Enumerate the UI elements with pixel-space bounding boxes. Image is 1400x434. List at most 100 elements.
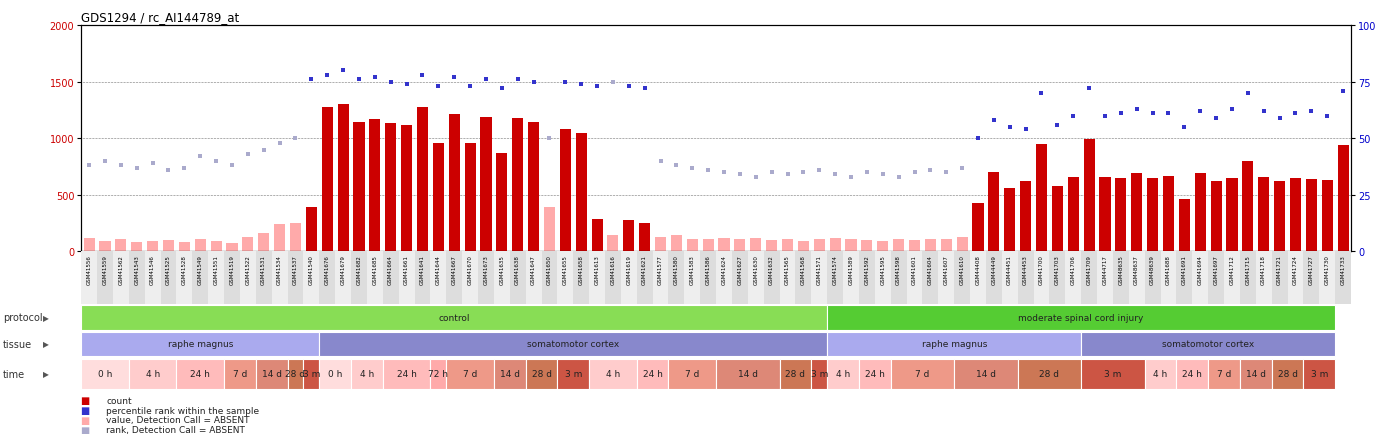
Bar [351, 358, 382, 389]
Text: GSM48635: GSM48635 [1119, 254, 1123, 284]
Text: GSM41697: GSM41697 [1214, 254, 1218, 284]
Text: value, Detection Call = ABSENT: value, Detection Call = ABSENT [106, 415, 249, 424]
Text: 14 d: 14 d [738, 369, 757, 378]
Text: GSM41551: GSM41551 [214, 254, 218, 284]
Bar [494, 252, 510, 304]
Bar [1303, 252, 1319, 304]
Text: 14 d: 14 d [262, 369, 281, 378]
Bar [477, 252, 494, 304]
Bar [542, 252, 557, 304]
Bar [560, 130, 571, 252]
Text: GSM41700: GSM41700 [1039, 254, 1044, 284]
Bar [1081, 358, 1145, 389]
Bar [925, 240, 937, 252]
Bar [370, 120, 381, 252]
Text: 7 d: 7 d [1217, 369, 1231, 378]
Bar [860, 252, 875, 304]
Bar [907, 252, 923, 304]
Bar [543, 208, 554, 252]
Bar [256, 358, 287, 389]
Text: 14 d: 14 d [1246, 369, 1266, 378]
Bar [652, 252, 668, 304]
Bar [496, 154, 507, 252]
Bar [812, 252, 827, 304]
Text: GSM41607: GSM41607 [944, 254, 949, 284]
Text: 4 h: 4 h [146, 369, 160, 378]
Bar [1147, 178, 1158, 252]
Text: GSM41685: GSM41685 [372, 254, 378, 284]
Bar [462, 252, 477, 304]
Text: GSM41676: GSM41676 [325, 254, 330, 284]
Text: 28 d: 28 d [1039, 369, 1060, 378]
Bar [557, 252, 573, 304]
Text: GSM41627: GSM41627 [738, 254, 742, 284]
Text: GSM41616: GSM41616 [610, 254, 616, 284]
Bar [1145, 358, 1176, 389]
Bar [287, 252, 304, 304]
Bar [671, 236, 682, 252]
Text: GSM41721: GSM41721 [1277, 254, 1282, 284]
Bar [637, 358, 668, 389]
Bar [718, 239, 729, 252]
Bar [687, 239, 697, 252]
Bar [97, 252, 113, 304]
Bar [1242, 161, 1253, 252]
Text: GSM41632: GSM41632 [769, 254, 774, 284]
Text: GSM41610: GSM41610 [959, 254, 965, 284]
Text: GSM41630: GSM41630 [753, 254, 759, 284]
Bar [132, 243, 143, 252]
Text: GSM41559: GSM41559 [102, 254, 108, 284]
Bar [414, 252, 430, 304]
Bar [195, 239, 206, 252]
Bar [510, 252, 525, 304]
Bar [1271, 358, 1303, 389]
Bar [290, 224, 301, 252]
Text: somatomotor cortex: somatomotor cortex [528, 340, 619, 349]
Text: ▶: ▶ [43, 340, 49, 349]
Bar [605, 252, 620, 304]
Bar [986, 252, 1002, 304]
Text: ■: ■ [81, 405, 94, 415]
Text: raphe magnus: raphe magnus [168, 340, 232, 349]
Bar [224, 358, 256, 389]
Bar [337, 105, 349, 252]
Bar [1240, 358, 1271, 389]
Bar [430, 358, 447, 389]
Text: ▶: ▶ [43, 369, 49, 378]
Bar [448, 115, 459, 252]
Bar [81, 252, 97, 304]
Bar [81, 332, 319, 356]
Text: raphe magnus: raphe magnus [921, 340, 987, 349]
Text: GSM41706: GSM41706 [1071, 254, 1075, 284]
Bar [988, 173, 1000, 252]
Bar [640, 224, 650, 252]
Bar [399, 252, 414, 304]
Bar [655, 237, 666, 252]
Text: GSM41580: GSM41580 [673, 254, 679, 284]
Bar [144, 252, 161, 304]
Bar [890, 358, 955, 389]
Bar [780, 252, 795, 304]
Bar [893, 240, 904, 252]
Bar [748, 252, 764, 304]
Bar [557, 358, 589, 389]
Bar [1004, 188, 1015, 252]
Bar [890, 252, 907, 304]
Bar [351, 252, 367, 304]
Bar [274, 225, 286, 252]
Text: GSM41694: GSM41694 [1198, 254, 1203, 284]
Bar [970, 252, 986, 304]
Text: GSM44451: GSM44451 [1007, 254, 1012, 284]
Bar [955, 358, 1018, 389]
Bar [258, 233, 269, 252]
Text: 7 d: 7 d [463, 369, 477, 378]
Bar [637, 252, 652, 304]
Bar [353, 123, 364, 252]
Bar [239, 252, 256, 304]
Bar [780, 358, 812, 389]
Text: ■: ■ [81, 395, 94, 405]
Text: 0 h: 0 h [328, 369, 343, 378]
Text: ■: ■ [81, 415, 94, 425]
Bar [209, 252, 224, 304]
Text: GSM41703: GSM41703 [1054, 254, 1060, 284]
